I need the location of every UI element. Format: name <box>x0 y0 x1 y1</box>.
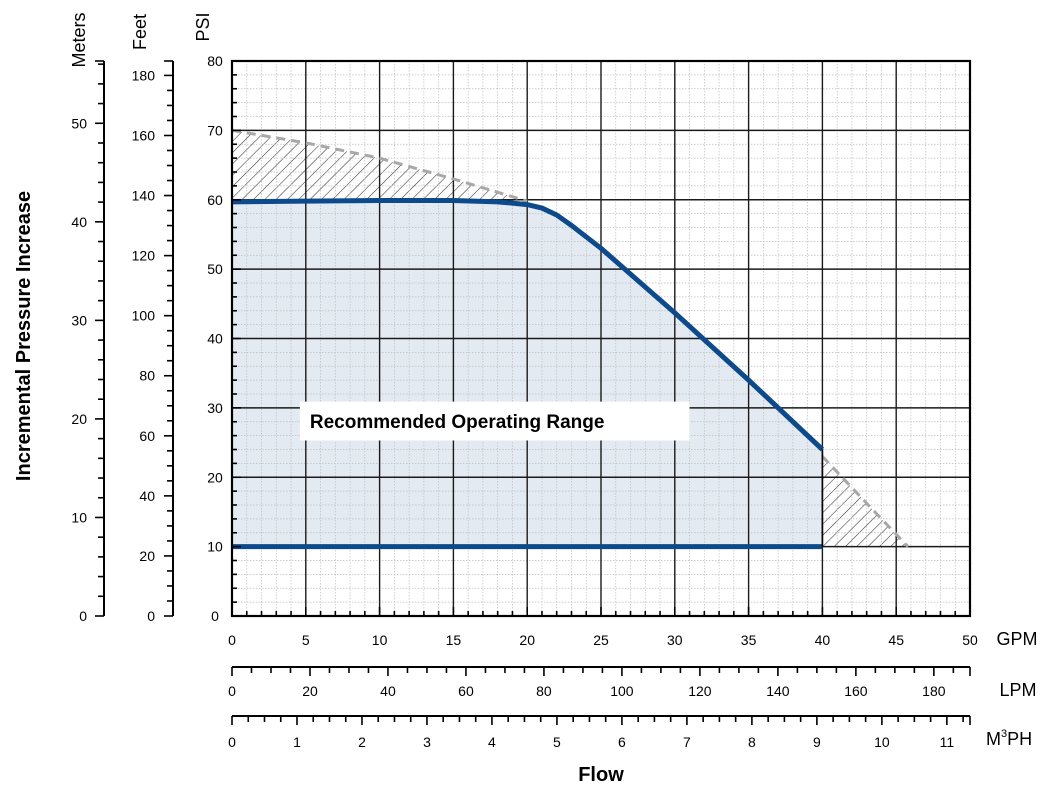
gpm-unit-label: GPM <box>996 629 1037 649</box>
lpm-tick-label: 20 <box>302 683 318 699</box>
psi-tick-label: 80 <box>207 53 223 69</box>
gpm-tick-label: 15 <box>446 632 462 648</box>
maximum-envelope-line-2 <box>821 455 910 548</box>
maximum-envelope-line-1 <box>231 128 528 203</box>
m3ph-unit-sup: 3 <box>1001 728 1007 740</box>
lpm-tick-label: 160 <box>844 683 868 699</box>
psi-unit-label: PSI <box>193 12 213 41</box>
feet-tick-label: 0 <box>147 608 155 624</box>
feet-tick-label: 180 <box>132 67 156 83</box>
hatched-region-2 <box>822 456 909 547</box>
feet-tick-label: 120 <box>132 248 156 264</box>
feet-tick-label: 20 <box>139 548 155 564</box>
psi-tick-label: 70 <box>207 122 223 138</box>
lpm-tick-label: 40 <box>380 683 396 699</box>
range-label: Recommended Operating Range <box>310 412 605 433</box>
m3ph-tick-label: 1 <box>293 734 301 750</box>
psi-tick-label: 30 <box>207 400 223 416</box>
gpm-tick-label: 40 <box>815 632 831 648</box>
gpm-tick-label: 35 <box>741 632 757 648</box>
m3ph-tick-label: 10 <box>874 734 890 750</box>
feet-tick-label: 160 <box>132 127 156 143</box>
m3ph-tick-label: 8 <box>748 734 756 750</box>
psi-tick-label: 20 <box>207 469 223 485</box>
psi-tick-label: 0 <box>211 608 219 624</box>
m3ph-tick-label: 4 <box>488 734 496 750</box>
m3ph-unit-label: M3PH <box>986 728 1032 749</box>
meters-tick-label: 50 <box>71 115 87 131</box>
psi-tick-label: 40 <box>207 331 223 347</box>
gpm-tick-label: 5 <box>302 632 310 648</box>
feet-tick-label: 60 <box>139 428 155 444</box>
m3ph-tick-label: 0 <box>228 734 236 750</box>
psi-tick-label: 10 <box>207 539 223 555</box>
m3ph-tick-label: 2 <box>358 734 366 750</box>
meters-unit-label: Meters <box>69 12 89 67</box>
meters-tick-label: 10 <box>71 509 87 525</box>
lpm-tick-label: 60 <box>458 683 474 699</box>
lpm-tick-label: 140 <box>766 683 790 699</box>
lpm-unit-label: LPM <box>999 680 1036 700</box>
x-axis-title: Flow <box>578 764 624 786</box>
gpm-tick-label: 30 <box>667 632 683 648</box>
feet-tick-label: 80 <box>139 368 155 384</box>
range-label-box <box>299 401 690 441</box>
gpm-tick-label: 50 <box>962 632 978 648</box>
m3ph-tick-label: 3 <box>423 734 431 750</box>
lpm-tick-label: 120 <box>688 683 712 699</box>
gpm-tick-label: 10 <box>372 632 388 648</box>
meters-tick-label: 0 <box>79 608 87 624</box>
feet-unit-label: Feet <box>130 14 150 50</box>
m3ph-tick-label: 6 <box>618 734 626 750</box>
meters-tick-label: 40 <box>71 214 87 230</box>
lpm-tick-label: 180 <box>922 683 946 699</box>
m3ph-tick-label: 7 <box>683 734 691 750</box>
gpm-tick-label: 25 <box>593 632 609 648</box>
m3ph-unit-tail: PH <box>1007 729 1032 749</box>
psi-tick-label: 50 <box>207 261 223 277</box>
m3ph-unit-base: M <box>986 729 1001 749</box>
feet-tick-label: 100 <box>132 308 156 324</box>
meters-tick-label: 30 <box>71 312 87 328</box>
lpm-tick-label: 0 <box>228 683 236 699</box>
m3ph-tick-label: 11 <box>940 734 955 750</box>
lpm-tick-label: 100 <box>610 683 634 699</box>
meters-tick-label: 20 <box>71 411 87 427</box>
lpm-tick-label: 80 <box>536 683 552 699</box>
m3ph-tick-label: 5 <box>553 734 561 750</box>
feet-tick-label: 140 <box>132 188 156 204</box>
y-axis-title: Incremental Pressure Increase <box>13 191 35 481</box>
gpm-tick-label: 45 <box>888 632 904 648</box>
gpm-tick-label: 20 <box>519 632 535 648</box>
recommended-max-curve <box>231 197 825 452</box>
feet-tick-label: 40 <box>139 488 155 504</box>
gpm-tick-label: 0 <box>228 632 236 648</box>
psi-tick-label: 60 <box>207 192 223 208</box>
m3ph-tick-label: 9 <box>813 734 821 750</box>
